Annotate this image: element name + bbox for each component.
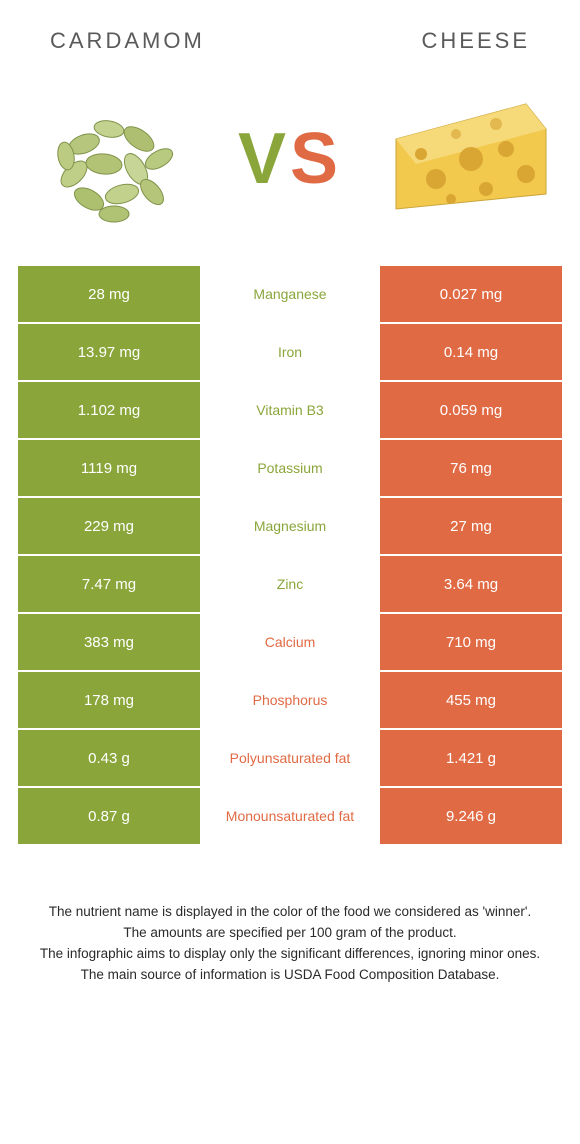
footer-note-line: The nutrient name is displayed in the co… [28, 902, 552, 923]
right-value: 0.059 mg [380, 382, 562, 438]
cheese-image [376, 74, 556, 244]
table-row: 28 mgManganese0.027 mg [18, 266, 562, 322]
nutrient-label: Magnesium [200, 498, 380, 554]
left-value: 229 mg [18, 498, 200, 554]
nutrient-label: Calcium [200, 614, 380, 670]
footer-note-line: The main source of information is USDA F… [28, 965, 552, 986]
left-value: 13.97 mg [18, 324, 200, 380]
left-value: 178 mg [18, 672, 200, 728]
vs-v: V [238, 119, 290, 199]
nutrient-label: Manganese [200, 266, 380, 322]
right-value: 9.246 g [380, 788, 562, 844]
table-row: 1119 mgPotassium76 mg [18, 440, 562, 496]
comparison-table: 28 mgManganese0.027 mg13.97 mgIron0.14 m… [18, 266, 562, 844]
title-left: CARDAMOM [50, 28, 205, 54]
nutrient-label: Vitamin B3 [200, 382, 380, 438]
cheese-icon [376, 79, 556, 239]
images-row: VS [0, 74, 580, 266]
footer-note-line: The amounts are specified per 100 gram o… [28, 923, 552, 944]
title-right: CHEESE [422, 28, 530, 54]
footer-notes: The nutrient name is displayed in the co… [0, 846, 580, 986]
cardamom-image [24, 74, 204, 244]
table-row: 383 mgCalcium710 mg [18, 614, 562, 670]
right-value: 455 mg [380, 672, 562, 728]
table-row: 13.97 mgIron0.14 mg [18, 324, 562, 380]
nutrient-label: Polyunsaturated fat [200, 730, 380, 786]
table-row: 7.47 mgZinc3.64 mg [18, 556, 562, 612]
table-row: 229 mgMagnesium27 mg [18, 498, 562, 554]
table-row: 1.102 mgVitamin B30.059 mg [18, 382, 562, 438]
right-value: 0.027 mg [380, 266, 562, 322]
table-row: 0.43 gPolyunsaturated fat1.421 g [18, 730, 562, 786]
nutrient-label: Phosphorus [200, 672, 380, 728]
left-value: 383 mg [18, 614, 200, 670]
left-value: 1119 mg [18, 440, 200, 496]
vs-label: VS [238, 118, 342, 200]
table-row: 0.87 gMonounsaturated fat9.246 g [18, 788, 562, 844]
vs-s: S [290, 119, 342, 199]
nutrient-label: Monounsaturated fat [200, 788, 380, 844]
left-value: 1.102 mg [18, 382, 200, 438]
right-value: 1.421 g [380, 730, 562, 786]
right-value: 3.64 mg [380, 556, 562, 612]
table-row: 178 mgPhosphorus455 mg [18, 672, 562, 728]
right-value: 0.14 mg [380, 324, 562, 380]
left-value: 0.87 g [18, 788, 200, 844]
cardamom-icon [29, 79, 199, 239]
right-value: 76 mg [380, 440, 562, 496]
header: CARDAMOM CHEESE [0, 0, 580, 62]
footer-note-line: The infographic aims to display only the… [28, 944, 552, 965]
right-value: 710 mg [380, 614, 562, 670]
nutrient-label: Iron [200, 324, 380, 380]
nutrient-label: Zinc [200, 556, 380, 612]
left-value: 0.43 g [18, 730, 200, 786]
right-value: 27 mg [380, 498, 562, 554]
nutrient-label: Potassium [200, 440, 380, 496]
left-value: 28 mg [18, 266, 200, 322]
left-value: 7.47 mg [18, 556, 200, 612]
